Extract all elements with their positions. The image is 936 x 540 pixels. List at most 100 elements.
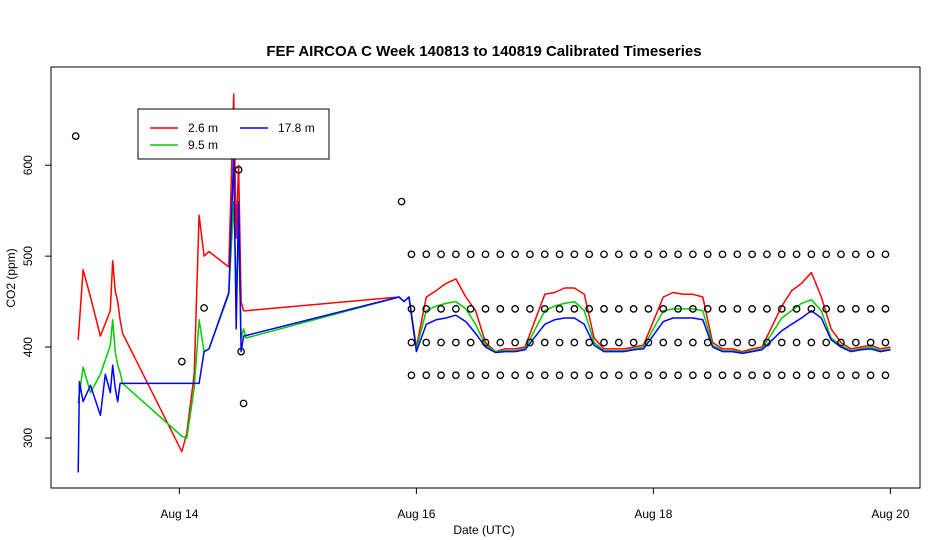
- calibration-point: [177, 357, 186, 366]
- calibration-point: [718, 338, 727, 347]
- series-line-9-5-m: [77, 200, 891, 439]
- calibration-point: [200, 304, 208, 312]
- x-tick-label: Aug 16: [397, 507, 435, 521]
- calibration-point: [733, 250, 742, 259]
- y-tick-label: 600: [21, 155, 35, 175]
- legend: 2.6 m 9.5 m 17.8 m: [137, 108, 330, 160]
- x-tick-label: Aug 18: [634, 507, 672, 521]
- calibration-point: [555, 338, 564, 347]
- calibration-point: [600, 371, 608, 380]
- calibration-point: [526, 338, 534, 347]
- calibration-point: [511, 371, 519, 380]
- calibration-point: [422, 305, 431, 313]
- calibration-point: [234, 165, 243, 174]
- calibration-point: [71, 132, 80, 140]
- calibration-point: [422, 371, 431, 380]
- calibration-point: [466, 250, 475, 259]
- calibration-point: [526, 305, 534, 313]
- legend-label: 2.6 m: [188, 121, 218, 135]
- calibration-point: [807, 338, 816, 347]
- calibration-point: [496, 371, 505, 380]
- calibration-point: [511, 305, 519, 313]
- calibration-point: [585, 250, 594, 259]
- axes: 300 400 500 600 Aug 14 Aug 16 Aug 18 Aug 20: [21, 155, 910, 521]
- calibration-point: [437, 338, 445, 347]
- calibration-point: [540, 305, 549, 313]
- calibration-point: [644, 371, 653, 380]
- calibration-point: [422, 250, 431, 259]
- calibration-point: [703, 371, 712, 380]
- calibration-point: [644, 250, 653, 259]
- calibration-point: [437, 305, 445, 313]
- calibration-point: [437, 250, 445, 259]
- calibration-point: [792, 305, 801, 313]
- calibration-point: [689, 250, 697, 259]
- x-axis-title: Date (UTC): [453, 523, 514, 537]
- calibration-point: [614, 338, 623, 347]
- calibration-point: [481, 305, 490, 313]
- calibration-point: [540, 250, 549, 259]
- calibration-point: [822, 250, 831, 259]
- calibration-point: [659, 371, 668, 380]
- calibration-point: [585, 371, 594, 380]
- calibration-point: [763, 305, 771, 313]
- calibration-point: [614, 305, 623, 313]
- calibration-point: [718, 371, 727, 380]
- calibration-point: [659, 338, 668, 347]
- calibration-point: [748, 305, 756, 313]
- y-tick-label: 400: [21, 337, 35, 357]
- calibration-point: [674, 338, 682, 347]
- calibration-point: [452, 305, 460, 313]
- calibration-point: [703, 305, 712, 313]
- calibration-point: [540, 338, 549, 347]
- calibration-point: [837, 371, 845, 380]
- calibration-point: [570, 250, 579, 259]
- calibration-point: [881, 338, 890, 347]
- calibration-point: [881, 250, 890, 259]
- calibration-point: [822, 305, 831, 313]
- y-tick-label: 300: [21, 428, 35, 448]
- calibration-point: [763, 338, 771, 347]
- calibration-point: [407, 250, 416, 259]
- calibration-point: [452, 250, 460, 259]
- calibration-point: [585, 338, 594, 347]
- calibration-point: [452, 371, 460, 380]
- calibration-point: [659, 305, 668, 313]
- calibration-point: [807, 305, 816, 313]
- calibration-point: [481, 338, 490, 347]
- calibration-point: [703, 338, 712, 347]
- calibration-point: [644, 305, 653, 313]
- calibration-point: [881, 305, 890, 313]
- calibration-point: [837, 305, 845, 313]
- calibration-point: [837, 250, 845, 259]
- calibration-point: [777, 371, 786, 380]
- calibration-point: [792, 250, 801, 259]
- calibration-point: [674, 305, 682, 313]
- calibration-point: [496, 305, 505, 313]
- calibration-point: [570, 305, 579, 313]
- legend-label: 17.8 m: [278, 121, 315, 135]
- calibration-point: [600, 250, 608, 259]
- calibration-point: [866, 371, 875, 380]
- calibration-point: [511, 250, 519, 259]
- calibration-point: [851, 371, 860, 380]
- legend-label: 9.5 m: [188, 138, 218, 152]
- points-layer: [71, 132, 890, 408]
- calibration-point: [792, 338, 801, 347]
- calibration-point: [763, 371, 771, 380]
- calibration-point: [822, 338, 831, 347]
- calibration-point: [733, 371, 742, 380]
- calibration-point: [733, 338, 742, 347]
- chart-title: FEF AIRCOA C Week 140813 to 140819 Calib…: [266, 43, 701, 60]
- x-tick-label: Aug 14: [160, 507, 198, 521]
- calibration-point: [570, 338, 579, 347]
- calibration-point: [807, 250, 816, 259]
- calibration-point: [481, 250, 490, 259]
- calibration-point: [397, 197, 406, 206]
- calibration-point: [718, 305, 727, 313]
- calibration-point: [644, 338, 653, 347]
- calibration-point: [600, 305, 608, 313]
- calibration-point: [614, 371, 623, 380]
- calibration-point: [689, 305, 697, 313]
- calibration-point: [763, 250, 771, 259]
